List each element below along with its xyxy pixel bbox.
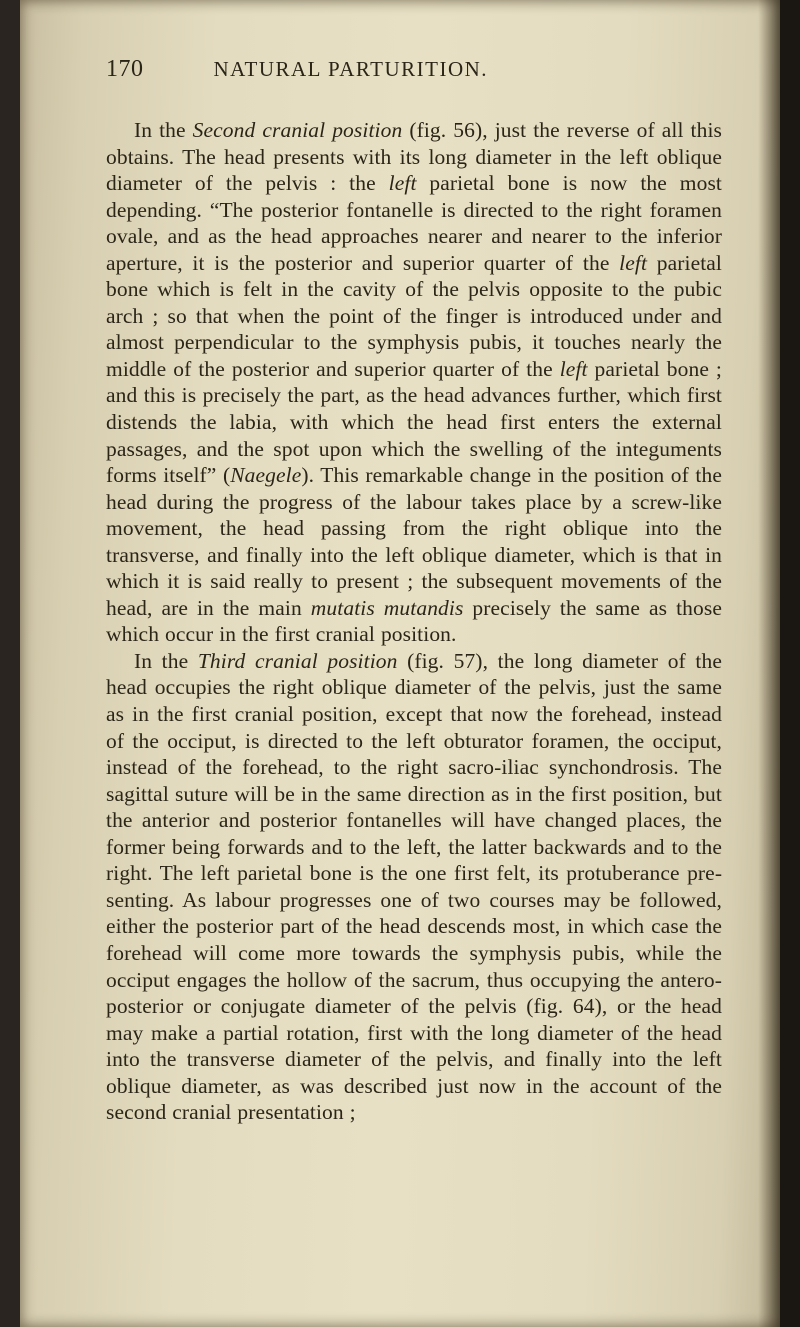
paragraph-2: In the Third cranial position (fig. 57),…	[106, 648, 722, 1126]
running-head-title: NATURAL PARTURITION.	[214, 57, 489, 82]
page-right-shadow	[758, 0, 780, 1327]
text-run: In the	[134, 649, 198, 673]
italic-run: left	[389, 171, 417, 195]
text-run: In the	[134, 118, 193, 142]
italic-run: Third cranial position	[198, 649, 398, 673]
italic-run: Naegele	[230, 463, 301, 487]
page-content: 170 NATURAL PARTURITION. In the Second c…	[106, 56, 722, 1126]
italic-run: mutatis mutandis	[311, 596, 464, 620]
text-run: (fig. 57), the long diameter of the head…	[106, 649, 722, 1124]
scanned-page: 170 NATURAL PARTURITION. In the Second c…	[20, 0, 780, 1327]
page-number: 170	[106, 56, 144, 83]
italic-run: left	[560, 357, 588, 381]
paragraph-1: In the Second cranial position (fig. 56)…	[106, 117, 722, 648]
italic-run: Second cranial position	[193, 118, 403, 142]
outer-right-strip	[780, 0, 800, 1327]
body-text: In the Second cranial position (fig. 56)…	[106, 117, 722, 1126]
running-header: 170 NATURAL PARTURITION.	[106, 56, 722, 83]
italic-run: left	[619, 251, 647, 275]
